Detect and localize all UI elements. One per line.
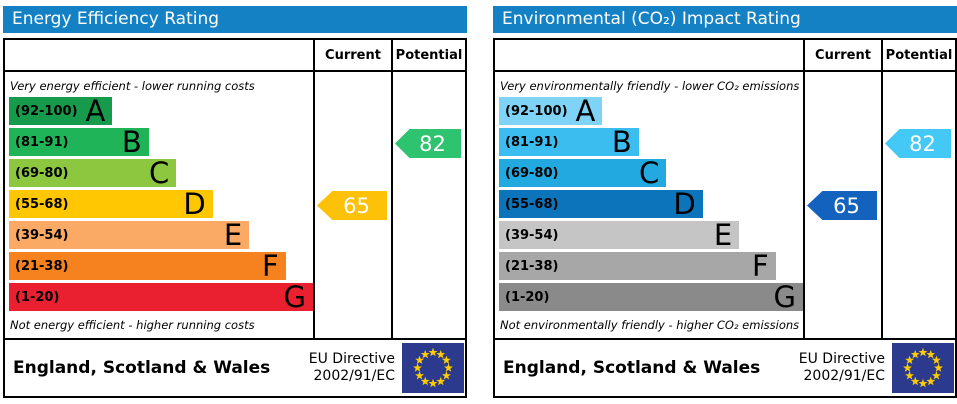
rating-table: Current Potential Very energy efficient …	[3, 38, 467, 398]
band-bar-e: (39-54) E	[9, 218, 250, 252]
eu-directive-label: EU Directive 2002/91/EC	[308, 350, 395, 385]
current-column-header: Current	[803, 40, 881, 70]
band-bar-e: (39-54) E	[499, 218, 740, 252]
table-header-row: Current Potential	[495, 40, 955, 72]
eu-flag-icon	[402, 343, 464, 393]
band-row: (55-68) D	[495, 190, 803, 221]
band-bar-b: (81-91) B	[9, 125, 149, 159]
band-bar-g: (1-20) G	[499, 280, 803, 314]
band-bar-c: (69-80) C	[9, 156, 177, 190]
band-range: (21-38)	[15, 258, 69, 274]
band-row: (92-100) A	[5, 97, 313, 128]
band-letter: B	[611, 125, 632, 159]
current-value-arrow: 65	[317, 191, 387, 220]
band-letter: A	[575, 94, 596, 128]
band-letter: E	[713, 218, 733, 252]
band-row: (55-68) D	[5, 190, 313, 221]
header-spacer	[495, 40, 803, 70]
region-label: England, Scotland & Wales	[503, 358, 761, 378]
band-row: (1-20) G	[495, 283, 803, 314]
band-bar-d: (55-68) D	[9, 187, 213, 221]
band-range: (1-20)	[505, 289, 550, 305]
panel-co2-impact: Environmental (CO₂) Impact Rating Curren…	[493, 6, 957, 398]
band-row: (39-54) E	[495, 221, 803, 252]
band-letter: D	[673, 187, 696, 221]
current-column-header: Current	[313, 40, 391, 70]
bands-column: Very energy efficient - lower running co…	[5, 72, 313, 338]
bottom-caption: Not energy efficient - higher running co…	[10, 318, 255, 332]
band-row: (21-38) F	[495, 252, 803, 283]
band-bar-d: (55-68) D	[499, 187, 703, 221]
band-range: (69-80)	[15, 165, 69, 181]
top-caption: Very environmentally friendly - lower CO…	[500, 79, 800, 93]
eu-directive-label: EU Directive 2002/91/EC	[798, 350, 885, 385]
band-letter: E	[223, 218, 243, 252]
band-letter: F	[751, 249, 769, 283]
band-bar-g: (1-20) G	[9, 280, 313, 314]
potential-value: 82	[419, 131, 446, 156]
band-row: (81-91) B	[5, 128, 313, 159]
table-footer: England, Scotland & Wales EU Directive 2…	[5, 338, 465, 396]
band-row: (21-38) F	[5, 252, 313, 283]
page-title: Energy Efficiency Rating	[3, 6, 467, 33]
band-range: (55-68)	[505, 196, 559, 212]
rating-table: Current Potential Very environmentally f…	[493, 38, 957, 398]
potential-column-header: Potential	[391, 40, 465, 70]
band-letter: A	[85, 94, 106, 128]
panel-energy-efficiency: Energy Efficiency Rating Current Potenti…	[3, 6, 467, 398]
rating-scale-area: Very environmentally friendly - lower CO…	[495, 72, 955, 338]
rating-scale-area: Very energy efficient - lower running co…	[5, 72, 465, 338]
band-letter: F	[261, 249, 279, 283]
band-range: (92-100)	[505, 103, 568, 119]
band-bar-f: (21-38) F	[9, 249, 286, 283]
band-letter: C	[148, 156, 170, 190]
band-letter: G	[283, 280, 306, 314]
current-value: 65	[343, 193, 370, 218]
table-footer: England, Scotland & Wales EU Directive 2…	[495, 338, 955, 396]
band-row: (1-20) G	[5, 283, 313, 314]
band-bar-f: (21-38) F	[499, 249, 776, 283]
band-range: (39-54)	[505, 227, 559, 243]
band-range: (39-54)	[15, 227, 69, 243]
band-range: (92-100)	[15, 103, 78, 119]
top-caption: Very energy efficient - lower running co…	[10, 79, 255, 93]
bands-column: Very environmentally friendly - lower CO…	[495, 72, 803, 338]
potential-value-arrow: 82	[395, 129, 461, 158]
header-spacer	[5, 40, 313, 70]
current-column: 65	[803, 72, 881, 338]
current-value: 65	[833, 193, 860, 218]
potential-column-header: Potential	[881, 40, 955, 70]
band-bar-a: (92-100) A	[9, 94, 113, 128]
potential-column: 82	[881, 72, 955, 338]
band-bar-c: (69-80) C	[499, 156, 667, 190]
potential-value: 82	[909, 131, 936, 156]
band-row: (69-80) C	[5, 159, 313, 190]
band-range: (1-20)	[15, 289, 60, 305]
band-row: (39-54) E	[5, 221, 313, 252]
page-title: Environmental (CO₂) Impact Rating	[493, 6, 957, 33]
bottom-caption: Not environmentally friendly - higher CO…	[500, 318, 800, 332]
band-range: (69-80)	[505, 165, 559, 181]
band-letter: B	[121, 125, 142, 159]
band-letter: C	[638, 156, 660, 190]
current-value-arrow: 65	[807, 191, 877, 220]
band-row: (69-80) C	[495, 159, 803, 190]
band-range: (81-91)	[505, 134, 559, 150]
potential-value-arrow: 82	[885, 129, 951, 158]
eu-flag-icon	[892, 343, 954, 393]
band-bar-b: (81-91) B	[499, 125, 639, 159]
band-bar-a: (92-100) A	[499, 94, 603, 128]
band-letter: D	[183, 187, 206, 221]
band-row: (92-100) A	[495, 97, 803, 128]
band-letter: G	[773, 280, 796, 314]
current-column: 65	[313, 72, 391, 338]
region-label: England, Scotland & Wales	[13, 358, 271, 378]
potential-column: 82	[391, 72, 465, 338]
table-header-row: Current Potential	[5, 40, 465, 72]
band-row: (81-91) B	[495, 128, 803, 159]
band-range: (55-68)	[15, 196, 69, 212]
band-range: (21-38)	[505, 258, 559, 274]
band-range: (81-91)	[15, 134, 69, 150]
